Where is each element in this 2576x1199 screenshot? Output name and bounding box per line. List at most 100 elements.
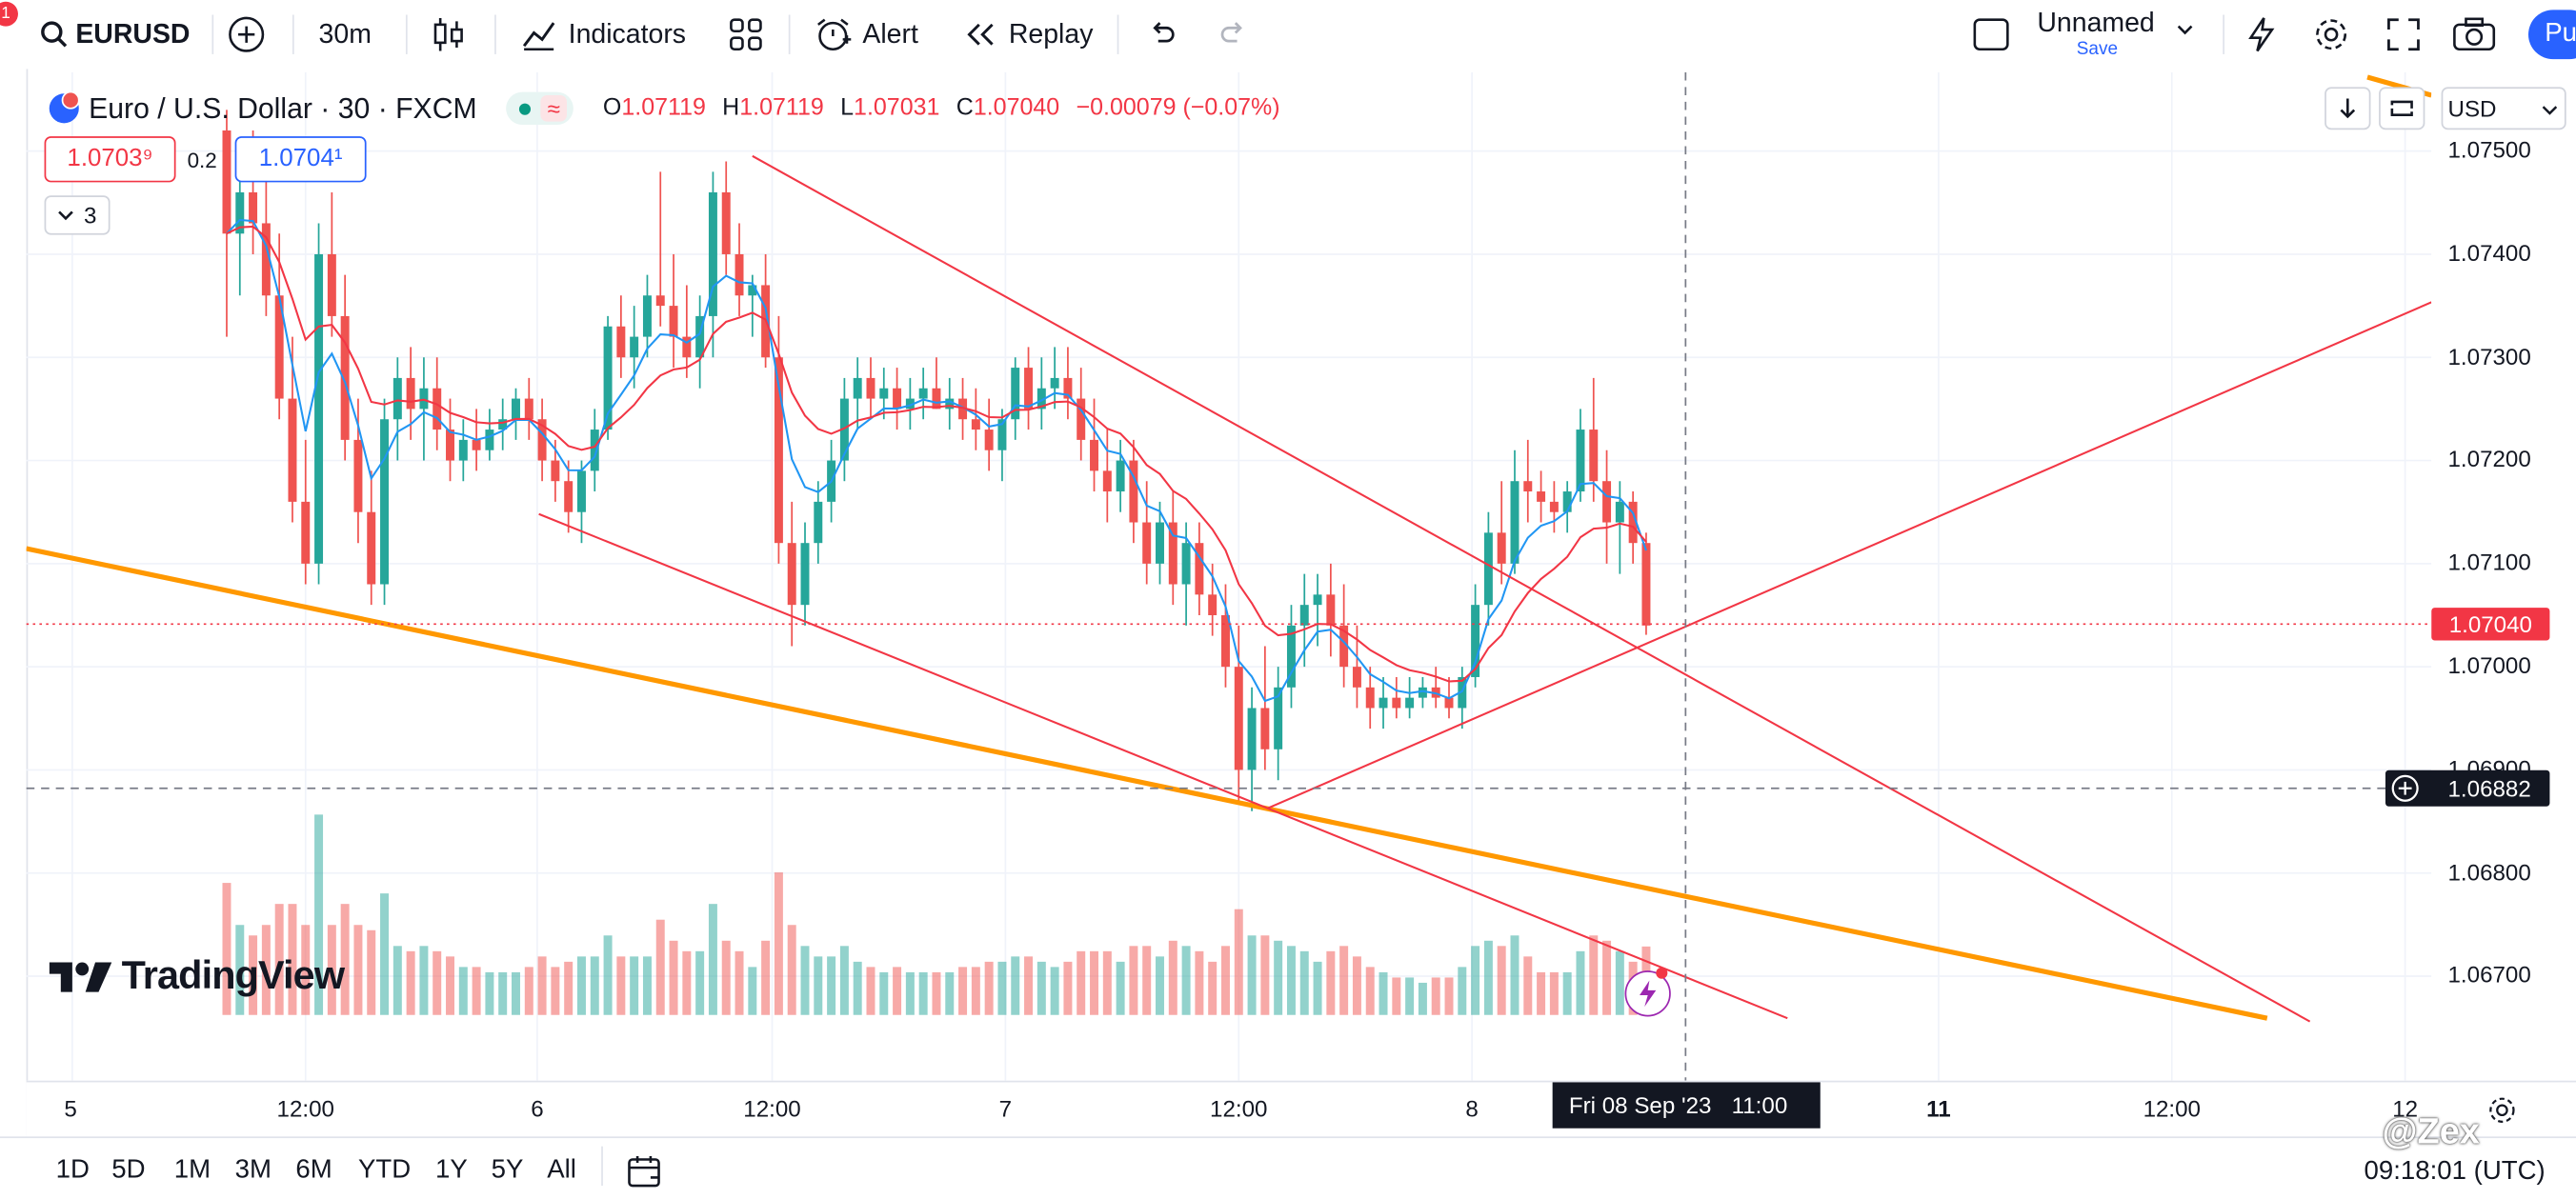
candle-body <box>1392 697 1401 709</box>
candle-body <box>1483 532 1493 606</box>
symbol-search-button[interactable]: EURUSD <box>39 0 191 69</box>
candle-body <box>524 398 533 420</box>
candle-body <box>1549 501 1559 512</box>
utc-clock[interactable]: 09:18:01 (UTC) <box>2364 1157 2546 1187</box>
candle-body <box>274 295 284 399</box>
candle-body <box>1260 708 1270 749</box>
currency-label: USD <box>2447 95 2497 122</box>
high-value: 1.07119 <box>739 95 824 122</box>
candle-body <box>1011 368 1020 420</box>
range-button-1d[interactable]: 1D <box>55 1156 90 1185</box>
volume-bar <box>1247 935 1257 1015</box>
range-button-1y[interactable]: 1Y <box>434 1156 468 1185</box>
quick-trade-button[interactable] <box>1624 967 1671 1017</box>
volume-bar <box>1181 946 1191 1015</box>
close-value: 1.07040 <box>973 95 1060 122</box>
chart-type-button[interactable] <box>431 0 467 69</box>
volume-bar <box>380 893 390 1015</box>
layout-name-dropdown[interactable]: Unnamed Save <box>2037 9 2201 65</box>
range-button-6m[interactable]: 6M <box>295 1156 332 1185</box>
candle-body <box>1090 439 1099 471</box>
candle-body <box>1458 676 1467 709</box>
high-label: H <box>722 95 740 122</box>
currency-selector[interactable]: USD <box>2441 87 2566 130</box>
candle-body <box>380 419 390 585</box>
volume-bar <box>288 904 297 1015</box>
compare-symbol-button[interactable] <box>227 0 266 69</box>
save-label: Save <box>2076 39 2119 60</box>
range-button-all[interactable]: All <box>547 1156 576 1185</box>
notification-badge[interactable]: 1 <box>0 1 18 27</box>
crosshair-time: 11:00 <box>1731 1091 1788 1119</box>
sell-button[interactable]: 1.0703⁹ <box>44 136 176 183</box>
volume-bar <box>1339 946 1349 1015</box>
volume-bar <box>551 967 560 1015</box>
chart-pane[interactable] <box>26 71 2432 1081</box>
candle-body <box>1024 368 1034 410</box>
volume-bar <box>1365 967 1375 1015</box>
range-button-5d[interactable]: 5D <box>111 1156 146 1185</box>
redo-button[interactable] <box>1218 0 1250 69</box>
volume-bar <box>1234 909 1243 1015</box>
layout-selector[interactable] <box>1971 0 2010 69</box>
indicators-collapse-button[interactable]: 3 <box>44 195 111 235</box>
candle-body <box>1142 522 1152 564</box>
replay-button[interactable]: Replay <box>963 0 1093 69</box>
buy-button[interactable]: 1.0704¹ <box>234 136 367 183</box>
crosshair-price: 1.06882 <box>2447 774 2531 802</box>
candle-body <box>800 543 810 606</box>
red-support-line <box>1267 301 2432 809</box>
indicators-button[interactable]: Indicators <box>519 0 686 69</box>
candle-body <box>1234 667 1243 770</box>
crosshair-date: Fri 08 Sep '23 <box>1568 1091 1712 1119</box>
range-button-1m[interactable]: 1M <box>173 1156 211 1185</box>
lightning-search-icon <box>2248 17 2275 52</box>
notification-dot <box>1656 967 1668 979</box>
price-scale[interactable]: USD <box>2431 71 2576 1081</box>
volume-bar <box>1615 950 1624 1015</box>
candle-body <box>1050 377 1059 389</box>
volume-bar <box>1116 961 1125 1015</box>
candle-body <box>235 191 245 234</box>
candle-body <box>1352 667 1361 688</box>
volume-bar <box>1326 950 1336 1015</box>
volume-bar <box>367 929 376 1015</box>
volume-bar <box>274 904 284 1015</box>
plus-circle-icon[interactable] <box>2390 773 2420 803</box>
candle-body <box>367 511 376 585</box>
volume-bar <box>1208 961 1218 1015</box>
volume-bar <box>1405 977 1415 1015</box>
market-status-pill[interactable]: ≈ <box>506 91 574 126</box>
price-chart[interactable] <box>26 71 2432 1081</box>
time-scale[interactable] <box>26 1080 2576 1139</box>
range-button-ytd[interactable]: YTD <box>357 1156 412 1185</box>
reset-chart-button[interactable] <box>2379 87 2425 130</box>
price-tick-label: 1.07300 <box>2447 342 2531 370</box>
volume-bar <box>472 967 481 1015</box>
tradingview-watermark[interactable]: TradingView <box>49 952 345 1002</box>
volume-bar <box>1418 982 1427 1015</box>
candle-body <box>288 398 297 502</box>
snapshot-button[interactable] <box>2453 0 2496 69</box>
fullscreen-button[interactable] <box>2385 0 2422 69</box>
alert-button[interactable]: Alert <box>814 0 918 69</box>
undo-button[interactable] <box>1145 0 1177 69</box>
scroll-to-latest-button[interactable] <box>2324 87 2371 130</box>
quick-search-button[interactable] <box>2241 0 2280 69</box>
calendar-icon[interactable] <box>626 1153 662 1189</box>
candle-body <box>472 439 481 450</box>
volume-bar <box>261 925 271 1015</box>
symbol-title[interactable]: Euro / U.S. Dollar · 30 · FXCM <box>89 90 477 125</box>
open-label: O <box>602 95 622 122</box>
interval-button[interactable]: 30m <box>318 18 372 49</box>
range-button-5y[interactable]: 5Y <box>491 1156 524 1185</box>
templates-button[interactable] <box>728 0 764 69</box>
time-axis-settings-icon[interactable] <box>2485 1094 2518 1127</box>
candle-body <box>655 295 665 307</box>
publish-button[interactable]: Pu <box>2528 10 2576 60</box>
volume-bar <box>669 940 678 1015</box>
range-button-3m[interactable]: 3M <box>234 1156 272 1185</box>
volume-bar <box>682 950 692 1015</box>
tradingview-logo-icon <box>49 962 112 992</box>
settings-button[interactable] <box>2311 0 2350 69</box>
